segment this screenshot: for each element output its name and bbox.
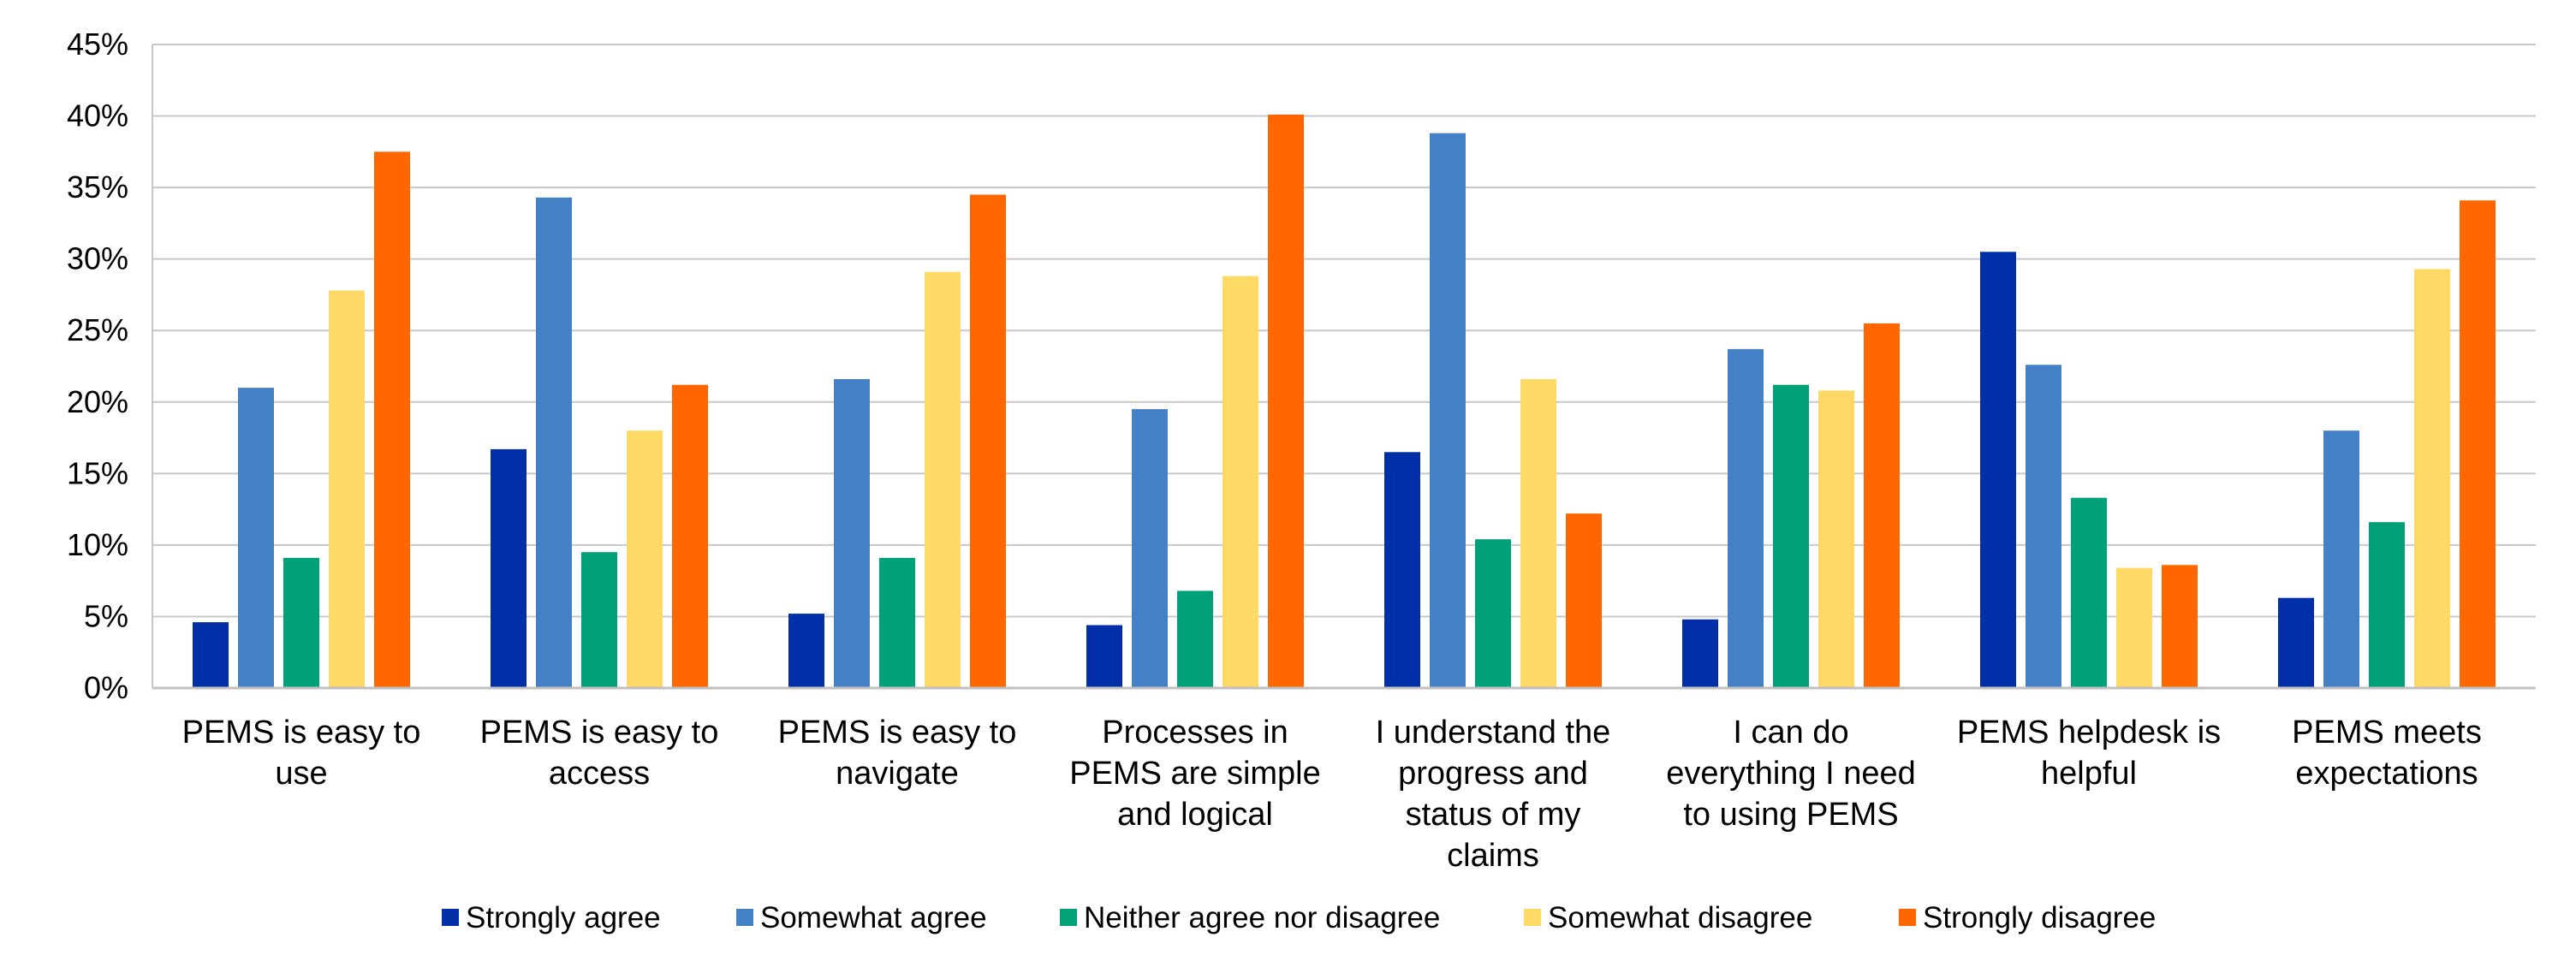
x-category-label: PEMS is easy to bbox=[778, 715, 1017, 750]
legend-swatch bbox=[736, 909, 753, 926]
bar bbox=[1980, 252, 2016, 688]
bar bbox=[970, 194, 1006, 688]
bar bbox=[1132, 409, 1168, 688]
y-tick-label: 35% bbox=[67, 169, 128, 205]
legend-label: Strongly agree bbox=[466, 901, 661, 934]
bar bbox=[1682, 619, 1718, 688]
x-category-label: PEMS is easy to bbox=[182, 715, 421, 750]
bar bbox=[1773, 384, 1809, 688]
y-tick-label: 0% bbox=[84, 670, 128, 705]
bar bbox=[2071, 497, 2107, 688]
bar bbox=[1818, 390, 1854, 688]
x-category-label: Processes in bbox=[1102, 715, 1288, 750]
bar bbox=[1566, 513, 1602, 688]
bar bbox=[2414, 269, 2450, 688]
bar bbox=[2369, 522, 2405, 688]
bar bbox=[672, 384, 708, 688]
x-category-label: access bbox=[549, 756, 650, 792]
x-axis-category-labels: PEMS is easy to use PEMS is easy to access P… bbox=[182, 715, 2482, 874]
legend-swatch bbox=[1524, 909, 1541, 926]
bar bbox=[1475, 539, 1511, 688]
bar bbox=[1086, 625, 1122, 688]
x-category-label: I understand the bbox=[1376, 715, 1611, 750]
y-tick-label: 30% bbox=[67, 241, 128, 276]
legend-label: Somewhat agree bbox=[760, 901, 987, 934]
x-category-label: PEMS meets bbox=[2292, 715, 2482, 750]
bar bbox=[627, 430, 663, 688]
bar bbox=[1223, 276, 1258, 688]
x-category-label: to using PEMS bbox=[1683, 797, 1898, 833]
bar bbox=[193, 622, 229, 688]
bar bbox=[581, 552, 617, 688]
x-category-label: everything I need bbox=[1666, 756, 1916, 792]
bar bbox=[1268, 114, 1304, 688]
y-tick-label: 25% bbox=[67, 312, 128, 347]
x-category-label: expectations bbox=[2295, 756, 2478, 792]
bar bbox=[2162, 565, 2198, 688]
bar bbox=[2323, 430, 2359, 688]
x-category-label: use bbox=[275, 756, 327, 792]
legend-label: Somewhat disagree bbox=[1548, 901, 1812, 934]
x-category-label: status of my bbox=[1406, 797, 1581, 833]
y-tick-label: 5% bbox=[84, 598, 128, 633]
y-tick-label: 15% bbox=[67, 455, 128, 490]
bar bbox=[491, 448, 527, 688]
legend-label: Neither agree nor disagree bbox=[1084, 901, 1440, 934]
bar bbox=[1430, 133, 1466, 689]
legend-swatch bbox=[1060, 909, 1077, 926]
y-tick-label: 45% bbox=[67, 27, 128, 62]
bar bbox=[2026, 365, 2061, 688]
bar bbox=[1520, 379, 1556, 688]
bar bbox=[283, 557, 319, 688]
bar bbox=[1728, 348, 1764, 688]
bar bbox=[1177, 590, 1213, 688]
legend-label: Strongly disagree bbox=[1923, 901, 2156, 934]
x-category-label: and logical bbox=[1117, 797, 1273, 833]
legend-swatch bbox=[442, 909, 459, 926]
x-category-label: helpful bbox=[2041, 756, 2137, 792]
legend-swatch bbox=[1899, 909, 1916, 926]
bar bbox=[1384, 452, 1420, 688]
x-category-label: PEMS helpdesk is bbox=[1957, 715, 2221, 750]
bar bbox=[238, 388, 274, 688]
bar bbox=[2278, 597, 2314, 688]
axes bbox=[152, 44, 2536, 690]
bar bbox=[1864, 323, 1900, 688]
bar bbox=[329, 290, 365, 688]
bar bbox=[879, 557, 915, 688]
x-category-label: claims bbox=[1447, 838, 1539, 874]
bars bbox=[193, 114, 2496, 689]
y-tick-label: 40% bbox=[67, 98, 128, 133]
bar bbox=[2460, 200, 2496, 688]
bar bbox=[788, 614, 824, 688]
bar bbox=[925, 271, 961, 688]
y-tick-label: 10% bbox=[67, 527, 128, 562]
x-category-label: progress and bbox=[1398, 756, 1588, 792]
y-axis-tick-labels: 0% 5% 10% 15% 20% 25% 30% 35% 40% 45% bbox=[67, 27, 128, 705]
y-tick-label: 20% bbox=[67, 384, 128, 419]
bar bbox=[2116, 567, 2152, 688]
x-category-label: navigate bbox=[836, 756, 959, 792]
bar bbox=[536, 197, 572, 689]
x-category-label: PEMS is easy to bbox=[480, 715, 719, 750]
legend: Strongly agree Somewhat agree Neither agre… bbox=[442, 901, 2156, 934]
x-category-label: I can do bbox=[1733, 715, 1848, 750]
bar bbox=[834, 379, 870, 688]
bar bbox=[374, 151, 410, 689]
x-category-label: PEMS are simple bbox=[1069, 756, 1321, 792]
